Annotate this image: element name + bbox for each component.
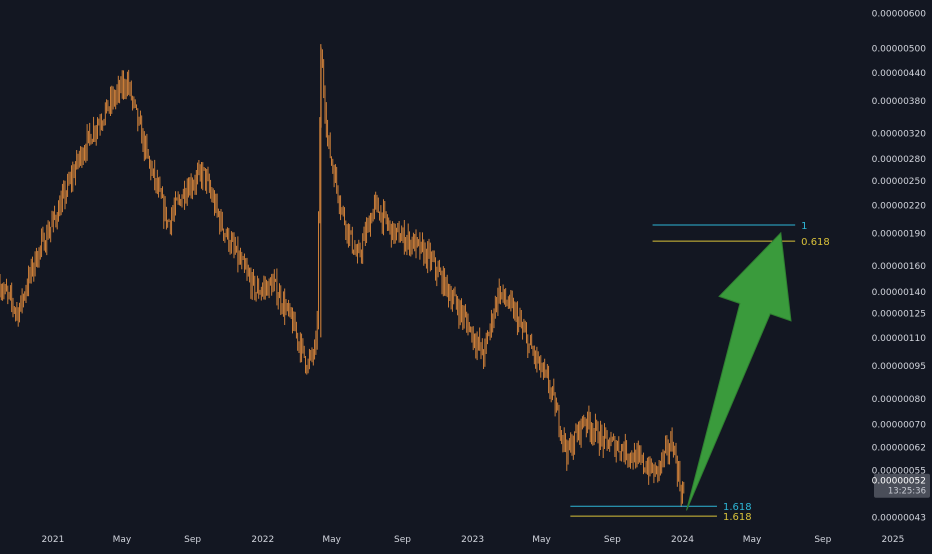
- forecast-arrow-shape[interactable]: [686, 231, 792, 511]
- y-tick-label: 0.00000140: [872, 288, 927, 298]
- y-tick-label: 0.00000080: [872, 395, 927, 405]
- x-tick-label: 2022: [251, 535, 274, 545]
- x-tick-label: 2021: [41, 535, 64, 545]
- y-tick-label: 0.00000043: [872, 514, 926, 524]
- y-tick-label: 0.00000125: [872, 309, 926, 319]
- y-tick-label: 0.00000160: [872, 262, 927, 272]
- fib-label: 1.618: [723, 502, 752, 513]
- fib-label: 0.618: [801, 237, 830, 248]
- current-price-label: 0.00000052: [872, 477, 926, 487]
- price-badge-bg: [874, 473, 930, 498]
- fib-label: 1: [801, 221, 807, 232]
- x-tick-label: Sep: [394, 535, 411, 545]
- y-tick-label: 0.00000440: [872, 69, 927, 79]
- y-tick-label: 0.00000190: [872, 229, 927, 239]
- y-tick-label: 0.00000380: [872, 97, 927, 107]
- x-tick-label: Sep: [184, 535, 201, 545]
- y-tick-label: 0.00000320: [872, 130, 927, 140]
- price-axis: 0.00000600 0.00000500 0.00000440 0.00000380…: [872, 10, 927, 524]
- y-tick-label: 0.00000600: [872, 10, 927, 20]
- fib-label: 1.618: [723, 512, 752, 523]
- x-tick-label: May: [743, 535, 762, 545]
- y-tick-label: 0.00000095: [872, 362, 926, 372]
- y-tick-label: 0.00000062: [872, 444, 926, 454]
- candle-series: [0, 44, 685, 507]
- time-axis: 2021 May Sep 2022 May Sep 2023 May Sep 2024 May Sep…: [41, 535, 904, 545]
- forecast-arrow: [686, 231, 792, 511]
- y-tick-label: 0.00000500: [872, 44, 927, 54]
- y-tick-label: 0.00000110: [872, 334, 927, 344]
- x-tick-label: May: [113, 535, 132, 545]
- x-tick-label: May: [322, 535, 341, 545]
- x-tick-label: 2023: [461, 535, 484, 545]
- y-tick-label: 0.00000280: [872, 155, 927, 165]
- x-tick-label: 2025: [881, 535, 904, 545]
- y-tick-label: 0.00000220: [872, 201, 927, 211]
- x-tick-label: Sep: [814, 535, 831, 545]
- y-tick-label: 0.00000070: [872, 420, 927, 430]
- x-tick-label: May: [532, 535, 551, 545]
- y-tick-label: 0.00000250: [872, 177, 927, 187]
- countdown-label: 13:25:36: [888, 487, 926, 497]
- x-tick-label: Sep: [604, 535, 621, 545]
- x-tick-label: 2024: [671, 535, 694, 545]
- y-tick-label: 0.00000055: [872, 466, 926, 476]
